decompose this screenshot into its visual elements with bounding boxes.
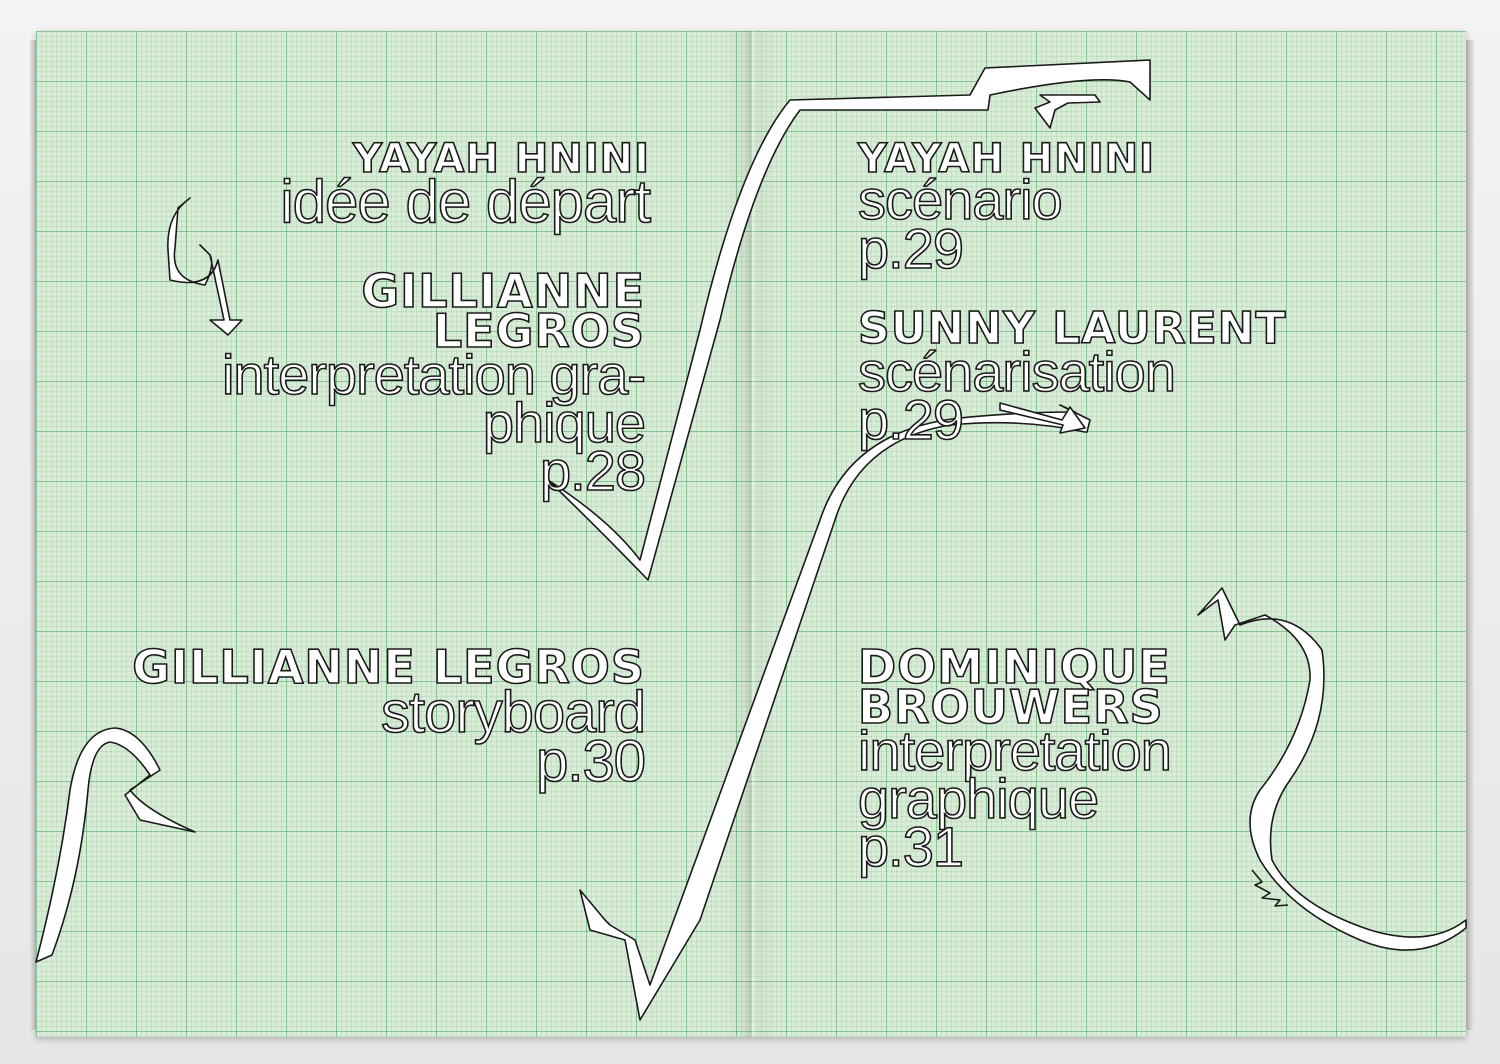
entry-title-line2: graphique	[857, 767, 1100, 831]
zigzag-arrow-icon	[167, 197, 243, 336]
s-ribbon-icon	[35, 727, 196, 963]
page-number: p.30	[535, 729, 646, 795]
book-spread	[36, 31, 1466, 1037]
author-name: SUNNY LAURENT	[857, 303, 1287, 354]
entry-title-line2: phique	[482, 391, 647, 455]
entry-gillianne-legros-1: GILLIANNE LEGROS interpretation gra- phi…	[120, 264, 647, 503]
entry-gillianne-legros-2: GILLIANNE LEGROS storyboard p.30	[80, 640, 647, 795]
page-number: p.29	[857, 216, 965, 280]
page-edge-left	[30, 40, 36, 1030]
entry-yayah-hnini-right: YAYAH HNINI scénario p.29	[857, 136, 1278, 280]
author-name-line1: DOMINIQUE	[857, 640, 1171, 694]
author-name-line2: BROUWERS	[857, 679, 1164, 734]
author-name: YAYAH HNINI	[857, 136, 1155, 182]
arrow-down-icon	[1034, 94, 1101, 129]
entry-title: idée de départ	[280, 168, 652, 236]
entry-title: scénarisation	[857, 339, 1177, 403]
page-number: p.31	[857, 815, 965, 879]
page-edge-right	[1466, 40, 1474, 1030]
entry-dominique-brouwers: DOMINIQUE BROUWERS interpretation graphi…	[857, 640, 1278, 879]
hook-ribbon-icon	[1197, 587, 1467, 951]
entry-yayah-hnini-left: YAYAH HNINI idée de départ	[210, 136, 652, 236]
page-number: p.28	[539, 439, 647, 503]
author-name: YAYAH HNINI	[352, 136, 650, 182]
page-number: p.29	[857, 387, 965, 451]
long-ribbon-icon	[579, 404, 1091, 1021]
entry-title: scénario	[857, 168, 1063, 232]
author-name: GILLIANNE LEGROS	[131, 640, 645, 694]
entry-title-line1: interpretation gra-	[221, 343, 647, 407]
author-name-line2: LEGROS	[432, 303, 645, 358]
entry-title: storyboard	[380, 679, 647, 745]
arrow-right-icon	[999, 402, 1086, 434]
author-name-line1: GILLIANNE	[361, 264, 645, 318]
entry-title-line1: interpretation	[857, 719, 1172, 783]
serrated-edge-icon	[1251, 869, 1289, 907]
entry-sunny-laurent: SUNNY LAURENT scénarisation p.29	[857, 303, 1338, 451]
checkmark-ribbon-icon	[547, 59, 1151, 581]
